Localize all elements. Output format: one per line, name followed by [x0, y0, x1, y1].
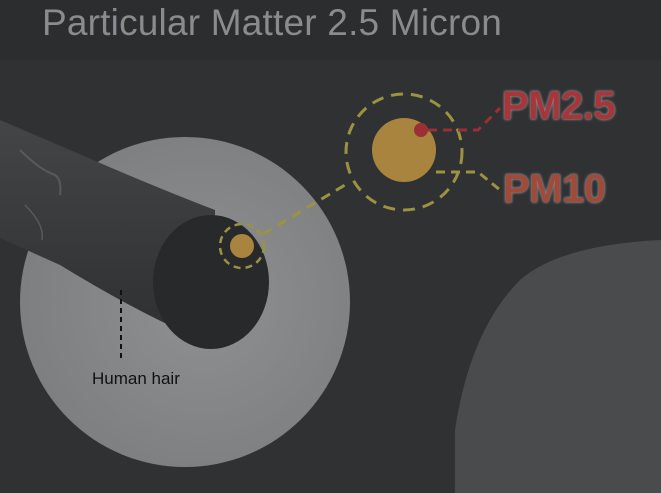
pm25-particle — [414, 123, 428, 137]
pm25-connector-line — [428, 106, 502, 132]
background-shade-top — [0, 0, 661, 60]
hair-strand-crack-2 — [24, 204, 44, 241]
enlarged-particle-ring — [344, 92, 464, 212]
small-particle-ring — [218, 222, 266, 270]
page-title: Particular Matter 2.5 Micron — [42, 2, 503, 43]
pm25-label: PM2.5 — [502, 84, 616, 128]
human-hair-label: Human hair — [92, 369, 180, 388]
pm10-label: PM10 — [503, 167, 606, 211]
pm10-connector-line — [436, 170, 501, 192]
background-shape-lower-right — [455, 240, 661, 493]
small-particle — [230, 234, 254, 258]
hair-cross-section — [153, 215, 269, 349]
hair-strand-crack — [19, 149, 62, 196]
